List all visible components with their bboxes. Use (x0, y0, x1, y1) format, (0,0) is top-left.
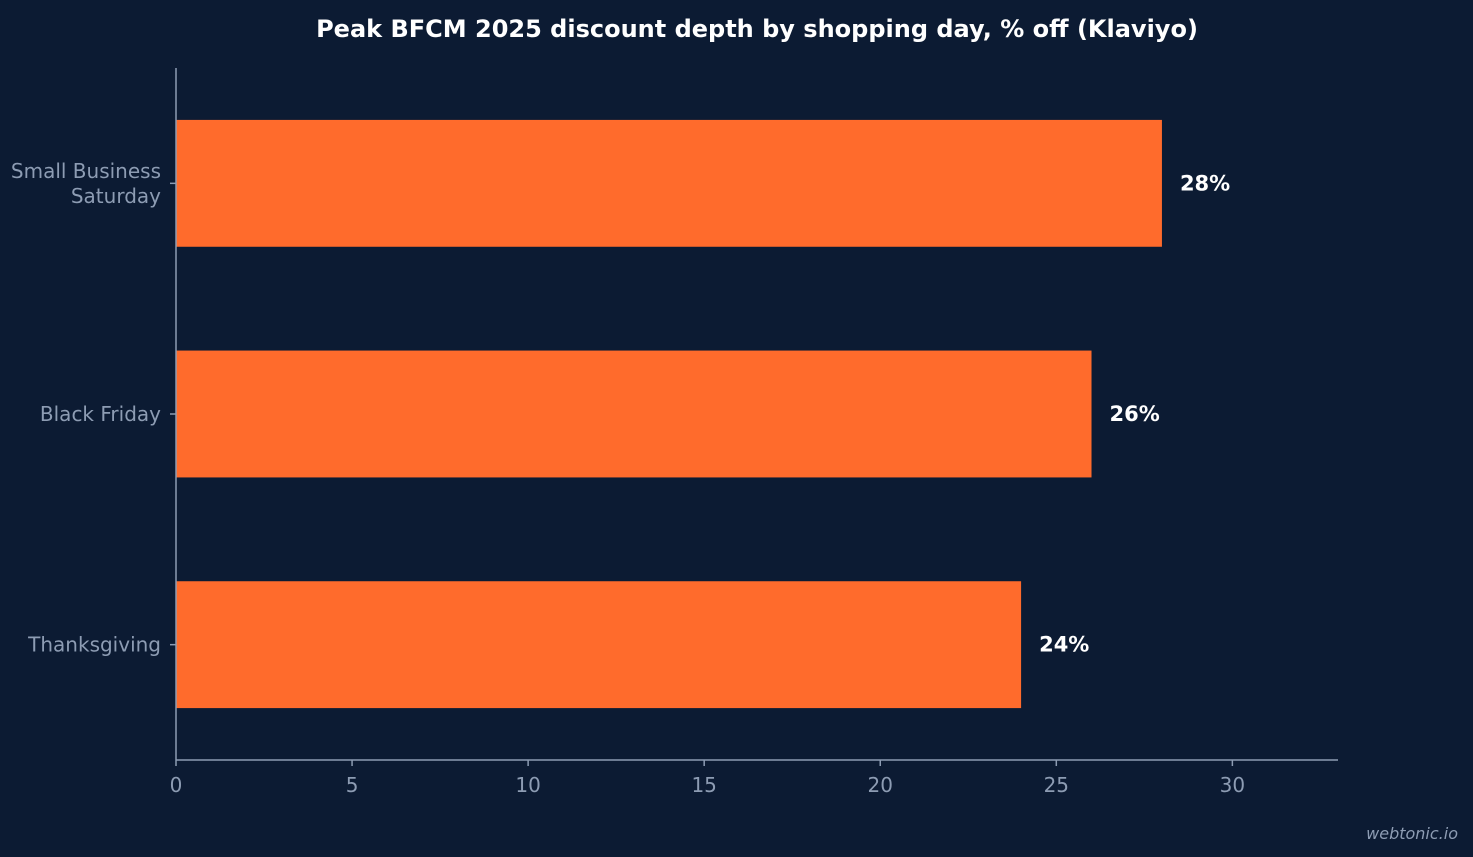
bar-value-label: 28% (1180, 171, 1230, 195)
category-label: Black Friday (40, 402, 161, 426)
axes-group: Small Business Saturday Black Friday Thanks… (11, 68, 1338, 797)
x-tick-label: 25 (1044, 773, 1069, 797)
x-tick-label: 10 (515, 773, 540, 797)
bar (176, 581, 1022, 709)
bar (176, 350, 1092, 478)
category-label: Small Business Saturday (11, 159, 161, 208)
bar (176, 119, 1162, 247)
bar-value-label: 26% (1110, 402, 1160, 426)
x-tick-label: 20 (868, 773, 893, 797)
x-tick-label: 0 (170, 773, 183, 797)
x-tick-label: 30 (1220, 773, 1245, 797)
bar-value-label: 24% (1039, 633, 1089, 657)
x-tick-label: 15 (691, 773, 716, 797)
x-tick-label: 5 (346, 773, 359, 797)
chart-title: Peak BFCM 2025 discount depth by shoppin… (316, 15, 1198, 43)
watermark: webtonic.io (1366, 824, 1458, 843)
bars-group: 28% 26% 24% (176, 119, 1230, 709)
category-label: Thanksgiving (27, 633, 161, 657)
